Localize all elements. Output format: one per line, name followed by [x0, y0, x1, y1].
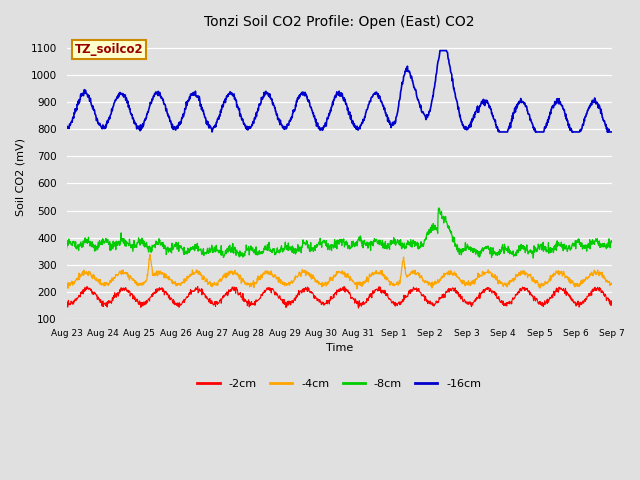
Y-axis label: Soil CO2 (mV): Soil CO2 (mV) [15, 138, 25, 216]
X-axis label: Time: Time [326, 343, 353, 353]
Legend: -2cm, -4cm, -8cm, -16cm: -2cm, -4cm, -8cm, -16cm [193, 374, 486, 393]
Text: TZ_soilco2: TZ_soilco2 [75, 43, 143, 56]
Title: Tonzi Soil CO2 Profile: Open (East) CO2: Tonzi Soil CO2 Profile: Open (East) CO2 [204, 15, 475, 29]
